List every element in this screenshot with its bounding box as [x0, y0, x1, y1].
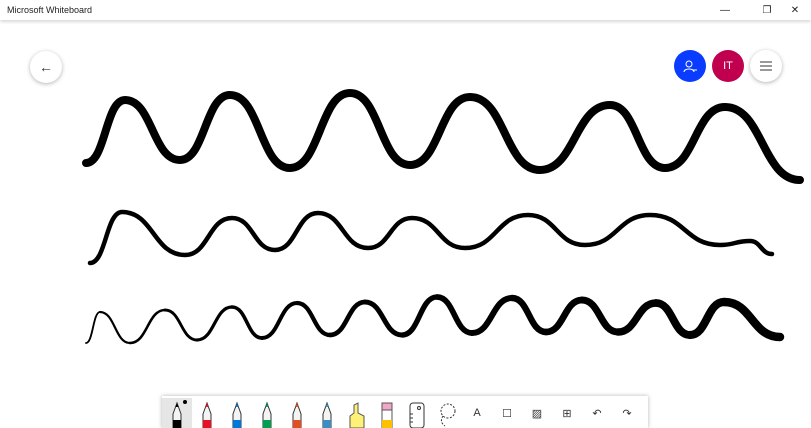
tool-pen-red[interactable] — [192, 398, 222, 428]
insert-button[interactable]: ⊞ — [552, 398, 582, 428]
highlighter-icon — [349, 402, 365, 428]
image-icon: ▨ — [531, 407, 543, 420]
pen-green-icon — [262, 401, 272, 428]
ink-segment — [230, 305, 264, 340]
eraser-icon — [381, 402, 393, 428]
sticky-note-icon: ☐ — [502, 407, 512, 420]
undo-icon: ↶ — [592, 407, 602, 420]
ink-segment — [614, 299, 660, 336]
redo-icon: ↷ — [622, 407, 632, 420]
tool-pen-rainbow[interactable] — [282, 398, 312, 428]
ink-segment — [685, 297, 729, 340]
tool-ruler[interactable] — [402, 398, 432, 428]
close-button[interactable]: ✕ — [790, 4, 800, 16]
ink-segment — [327, 299, 368, 338]
ink-segment — [195, 305, 234, 342]
toolbar: A ☐ ▨ ⊞ ↶ ↷ — [162, 396, 648, 428]
selected-dot — [183, 400, 187, 404]
invite-button[interactable] — [674, 50, 706, 82]
ink-segment — [542, 296, 586, 336]
ink-stroke[interactable] — [85, 294, 785, 345]
text-icon: A — [473, 407, 481, 419]
lasso-icon — [440, 403, 456, 427]
ink-stroke[interactable] — [87, 209, 775, 266]
avatar[interactable]: IT — [712, 50, 744, 82]
image-button[interactable]: ▨ — [522, 398, 552, 428]
ink-segment — [128, 308, 167, 345]
arrow-left-icon: ← — [39, 59, 53, 75]
ink-stroke[interactable] — [82, 88, 804, 184]
tool-lasso[interactable] — [432, 398, 462, 428]
restore-button[interactable]: ❐ — [762, 4, 772, 16]
tool-eraser[interactable] — [372, 398, 402, 428]
tool-pen-blue[interactable] — [222, 398, 252, 428]
ink-segment — [98, 310, 132, 345]
ink-segment — [163, 308, 199, 342]
ruler-icon — [409, 402, 425, 428]
tool-pen-galaxy[interactable] — [312, 398, 342, 428]
ink-segment — [719, 297, 785, 342]
ink-segment — [399, 294, 440, 338]
pen-galaxy-icon — [322, 401, 332, 428]
menu-button[interactable] — [750, 50, 782, 82]
ink-segment — [294, 300, 333, 338]
ink-segment — [652, 299, 694, 339]
title-bar: Microsoft Whiteboard — ❐ ✕ — [0, 0, 811, 20]
pen-rainbow-icon — [292, 401, 302, 428]
ink-segment — [85, 311, 101, 344]
pen-blue-icon — [232, 401, 242, 428]
undo-button[interactable]: ↶ — [582, 398, 612, 428]
ink-segment — [508, 294, 550, 336]
back-button[interactable]: ← — [30, 51, 62, 83]
minimize-button[interactable]: — — [720, 4, 730, 16]
window-title: Microsoft Whiteboard — [7, 5, 93, 15]
hamburger-icon — [760, 61, 772, 71]
tool-highlighter[interactable] — [342, 398, 372, 428]
pen-red-icon — [202, 401, 212, 428]
ink-segment — [578, 296, 622, 336]
ink-segment — [468, 294, 516, 337]
tool-pen-green[interactable] — [252, 398, 282, 428]
tool-pen-black[interactable] — [162, 398, 192, 428]
pen-black-icon — [172, 401, 182, 428]
user-initials: IT — [723, 60, 733, 72]
insert-icon: ⊞ — [562, 407, 572, 420]
person-add-icon — [683, 60, 697, 73]
ink-segment — [434, 294, 475, 336]
sticky-note-button[interactable]: ☐ — [492, 398, 522, 428]
redo-button[interactable]: ↷ — [612, 398, 642, 428]
ink-segment — [362, 299, 405, 338]
text-button[interactable]: A — [462, 398, 492, 428]
ink-segment — [260, 301, 299, 340]
